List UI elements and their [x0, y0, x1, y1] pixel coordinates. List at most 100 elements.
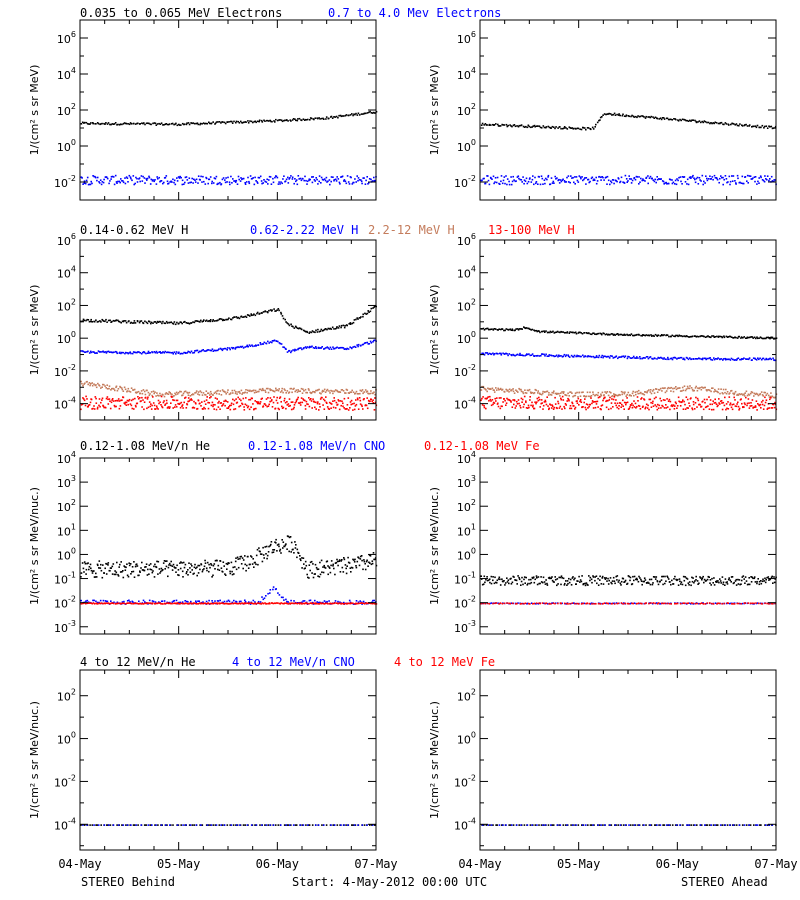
data-point	[594, 394, 597, 397]
data-point	[728, 396, 731, 398]
data-point	[227, 318, 229, 321]
data-point	[225, 177, 227, 179]
data-point	[367, 310, 369, 312]
data-point	[238, 122, 241, 124]
data-point	[615, 333, 618, 335]
data-point	[546, 178, 548, 181]
data-point	[92, 570, 94, 572]
data-point	[648, 356, 651, 359]
data-point	[287, 403, 290, 405]
data-point	[144, 396, 147, 399]
data-point	[282, 346, 284, 348]
data-point	[260, 343, 262, 346]
data-point	[231, 573, 234, 576]
data-point	[528, 125, 530, 128]
data-point	[213, 177, 216, 179]
data-point	[150, 123, 152, 126]
data-point	[286, 548, 288, 550]
data-point	[756, 124, 759, 127]
data-point	[544, 331, 546, 333]
data-point	[256, 311, 259, 314]
data-point	[372, 552, 375, 554]
data-point	[560, 398, 563, 401]
data-point	[323, 408, 326, 410]
data-point	[656, 391, 659, 393]
data-point	[194, 350, 196, 352]
data-point	[193, 351, 196, 354]
data-point	[650, 578, 653, 581]
data-point	[320, 392, 322, 395]
data-point	[733, 359, 736, 361]
data-point	[541, 392, 544, 395]
data-point	[140, 390, 143, 392]
data-point	[111, 573, 114, 575]
data-point	[255, 603, 257, 605]
data-point	[216, 183, 218, 186]
data-point	[338, 400, 340, 402]
data-point	[672, 404, 675, 406]
data-point	[205, 177, 208, 180]
data-point	[563, 405, 565, 408]
data-point	[115, 571, 118, 574]
data-point	[666, 117, 669, 120]
data-point	[564, 403, 567, 405]
data-point	[649, 398, 652, 401]
data-point	[286, 351, 289, 353]
data-point	[526, 389, 529, 392]
data-point	[728, 393, 730, 395]
data-point	[113, 404, 116, 407]
data-point	[553, 355, 556, 358]
data-point	[692, 390, 694, 392]
data-point	[741, 402, 743, 405]
data-point	[544, 391, 546, 393]
data-point	[743, 406, 745, 408]
data-point	[609, 355, 612, 357]
data-point	[321, 602, 323, 605]
data-point	[566, 176, 568, 179]
data-point	[677, 120, 680, 122]
data-point	[238, 317, 241, 320]
data-point	[264, 120, 266, 122]
data-point	[279, 550, 281, 552]
data-point	[337, 178, 340, 180]
data-point	[695, 385, 697, 388]
data-point	[523, 182, 525, 185]
data-point	[262, 389, 265, 392]
data-point	[621, 114, 624, 117]
data-point	[652, 405, 655, 407]
data-point	[365, 179, 367, 182]
data-point	[296, 398, 299, 400]
data-point	[179, 601, 181, 604]
data-point	[726, 181, 728, 184]
data-point	[638, 575, 640, 578]
data-point	[99, 179, 102, 181]
data-point	[188, 323, 191, 325]
data-point	[550, 177, 553, 179]
data-point	[354, 178, 356, 180]
data-point	[361, 389, 364, 391]
data-point	[656, 408, 659, 411]
data-point	[169, 393, 172, 395]
data-point	[508, 180, 510, 183]
data-point	[698, 177, 701, 179]
data-point	[114, 400, 117, 402]
data-point	[241, 403, 244, 406]
data-point	[530, 329, 532, 331]
data-point	[625, 403, 627, 406]
data-point	[156, 123, 159, 125]
data-point	[349, 391, 352, 393]
data-point	[644, 334, 647, 337]
data-point	[493, 328, 496, 330]
data-point	[264, 389, 266, 392]
data-point	[209, 390, 212, 393]
data-point	[724, 396, 726, 399]
data-point	[328, 401, 331, 404]
data-point	[562, 127, 564, 130]
data-point	[212, 403, 215, 406]
data-point	[162, 351, 164, 353]
data-point	[347, 348, 350, 350]
data-point	[355, 399, 357, 401]
data-point	[280, 119, 283, 121]
data-point	[193, 602, 195, 604]
data-point	[119, 563, 121, 566]
